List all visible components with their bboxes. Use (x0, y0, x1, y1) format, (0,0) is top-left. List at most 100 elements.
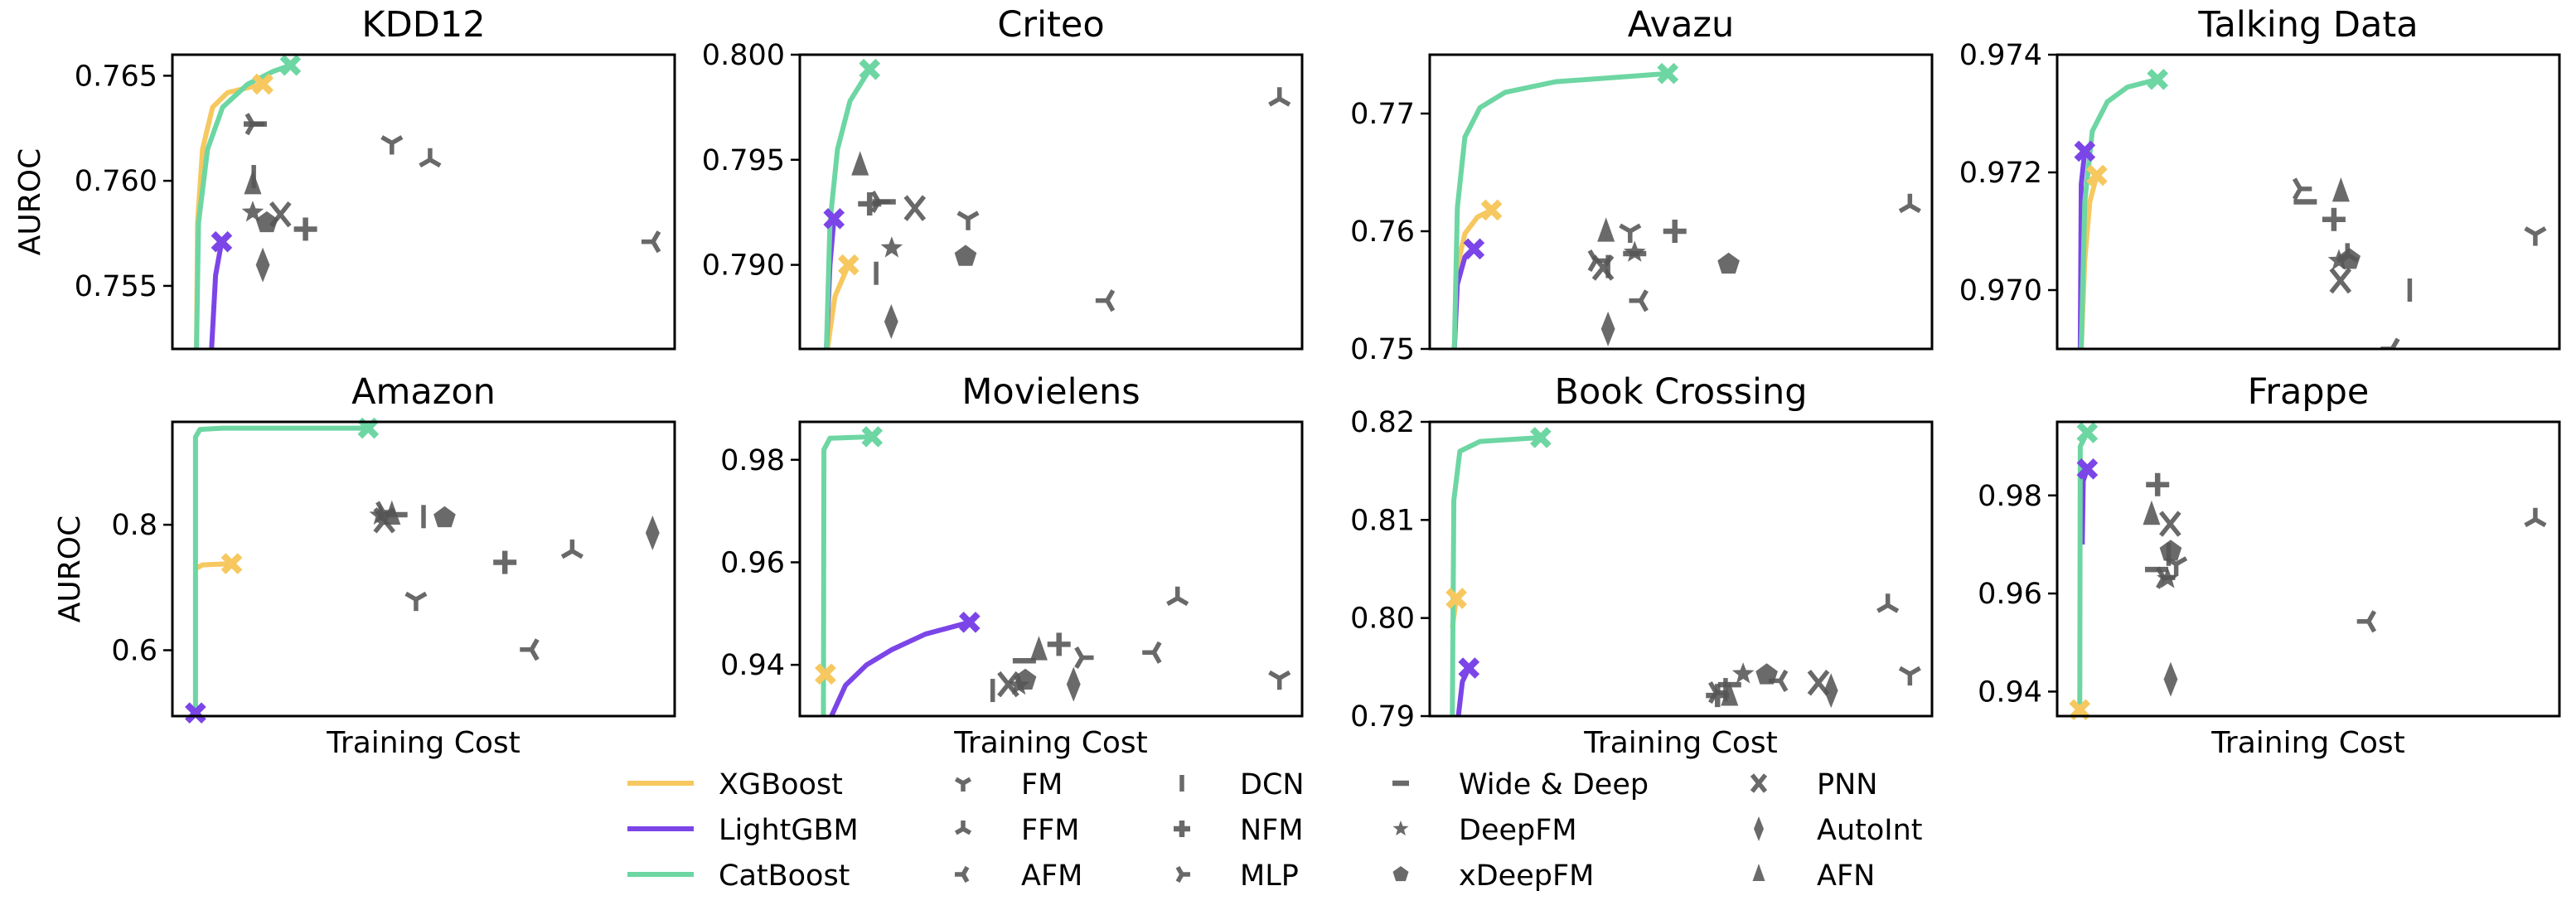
point-deepfm (2157, 567, 2179, 588)
ytick-label: 0.970 (1959, 274, 2042, 307)
legend-entry-mlp: MLP (1175, 859, 1299, 893)
legend-entry-dcn: DCN (1179, 768, 1305, 801)
subplot-frappe: 0.94 0.96 0.98 Frappe Training Cost (1978, 371, 2561, 760)
legend-label: NFM (1240, 814, 1304, 847)
legend-label: LightGBM (719, 814, 859, 847)
point-nfm (1047, 632, 1071, 656)
curve-catboost (1450, 434, 1542, 716)
point-afm (1629, 289, 1649, 312)
point-nfm (493, 550, 517, 574)
legend-entry-afm: AFM (955, 859, 1082, 893)
point-autoint (1600, 311, 1615, 346)
legend-entry-wide-deep: Wide & Deep (1392, 768, 1649, 801)
endpoint-catboost (861, 426, 884, 448)
x-axis-label: Training Cost (326, 726, 521, 760)
point-afm (520, 638, 540, 661)
tri-down-icon (954, 777, 972, 792)
point-afn (383, 500, 401, 525)
point-mlp (2292, 177, 2312, 201)
point-afm (2380, 337, 2400, 349)
endpoint-catboost (2076, 422, 2099, 443)
point-deepfm (1731, 662, 1755, 684)
point-autoint (884, 304, 898, 340)
plus-icon (1174, 821, 1190, 837)
point-ffm (2524, 507, 2547, 528)
point-pnn (997, 671, 1019, 698)
ytick-label: 0.972 (1959, 157, 2042, 190)
tri-up-icon (954, 821, 972, 835)
legend-label: MLP (1240, 859, 1299, 893)
tri-left-icon (955, 865, 970, 884)
axes-frame (1428, 420, 1934, 718)
plot-area (1450, 434, 1921, 716)
subplot-title: Movielens (961, 371, 1140, 413)
legend-label: AutoInt (1817, 814, 1923, 847)
legend-entry-xdeepfm: xDeepFM (1392, 859, 1594, 893)
axes-frame (171, 420, 676, 718)
ytick-label: 0.96 (720, 546, 785, 579)
ytick-label: 0.765 (75, 60, 157, 93)
subplot-criteo: 0.790 0.795 0.800 Criteo (702, 4, 1304, 351)
endpoint-xgboost (1480, 199, 1503, 221)
legend-label: FFM (1021, 814, 1079, 847)
ytick-label: 0.98 (720, 444, 785, 477)
point-fm (956, 211, 980, 230)
point-afn (2143, 500, 2161, 525)
point-afn (1597, 217, 1615, 242)
subplot-book-crossing: 0.79 0.80 0.81 0.82 Book Crossing Training Co… (1350, 371, 1934, 760)
ytick-label: 0.94 (720, 649, 785, 682)
legend-entry-nfm: NFM (1174, 814, 1304, 847)
point-afm (641, 230, 661, 254)
subplot-title: Criteo (997, 4, 1104, 46)
point-pnn (269, 201, 292, 228)
subplot-avazu: 0.75 0.76 0.77 Avazu (1350, 4, 1934, 366)
ytick-label: 0.96 (1978, 578, 2042, 611)
y-axis-label: AUROC (53, 516, 87, 622)
point-fm (2524, 226, 2547, 246)
diamond-icon (1754, 816, 1764, 841)
subplot-title: Talking Data (2197, 4, 2418, 46)
endpoint-lightgbm (1463, 238, 1485, 260)
ytick-label: 0.755 (75, 270, 157, 303)
ytick-label: 0.98 (1978, 480, 2042, 513)
ytick-label: 0.79 (1350, 700, 1415, 733)
point-autoint (2163, 661, 2178, 697)
ytick-label: 0.790 (702, 249, 785, 283)
endpoint-catboost (2147, 68, 2169, 90)
point-xdeepfm (1755, 663, 1778, 685)
point-deepfm (1623, 240, 1646, 262)
x-icon (1750, 773, 1768, 793)
point-pnn (2159, 511, 2181, 537)
point-nfm (2322, 207, 2346, 231)
plot-area (821, 433, 1291, 716)
curve-catboost (2079, 76, 2158, 349)
legend-label: DCN (1240, 768, 1305, 801)
point-fm (1898, 666, 1921, 686)
tri-right-icon (1175, 865, 1190, 884)
point-afn (244, 170, 262, 195)
point-autoint (645, 515, 660, 550)
ytick-label: 0.77 (1350, 98, 1415, 131)
point-autoint (1823, 673, 1838, 709)
curve-catboost (194, 62, 292, 349)
point-nfm (1663, 220, 1687, 243)
legend-entry-ffm: FFM (954, 814, 1079, 847)
subplot-talking-data: 0.970 0.972 0.974 Talking Data (1959, 4, 2561, 351)
point-pnn (1591, 254, 1615, 281)
point-autoint (255, 247, 270, 283)
subplot-title: Amazon (351, 371, 496, 413)
plot-area (2077, 76, 2547, 349)
curve-lightgbm (209, 241, 225, 349)
point-ffm (1876, 593, 1900, 613)
point-deepfm (880, 236, 903, 258)
x-axis-label: Training Cost (2210, 726, 2405, 760)
point-xdeepfm (2159, 540, 2182, 561)
point-ffm (1166, 586, 1189, 607)
plot-area (194, 62, 661, 349)
endpoint-xgboost (837, 254, 859, 276)
curve-lightgbm (2080, 467, 2090, 545)
triangle-icon (1752, 864, 1765, 881)
ytick-label: 0.760 (75, 165, 157, 198)
legend-entry-pnn: PNN (1750, 768, 1877, 801)
axes-frame (1428, 53, 1934, 351)
